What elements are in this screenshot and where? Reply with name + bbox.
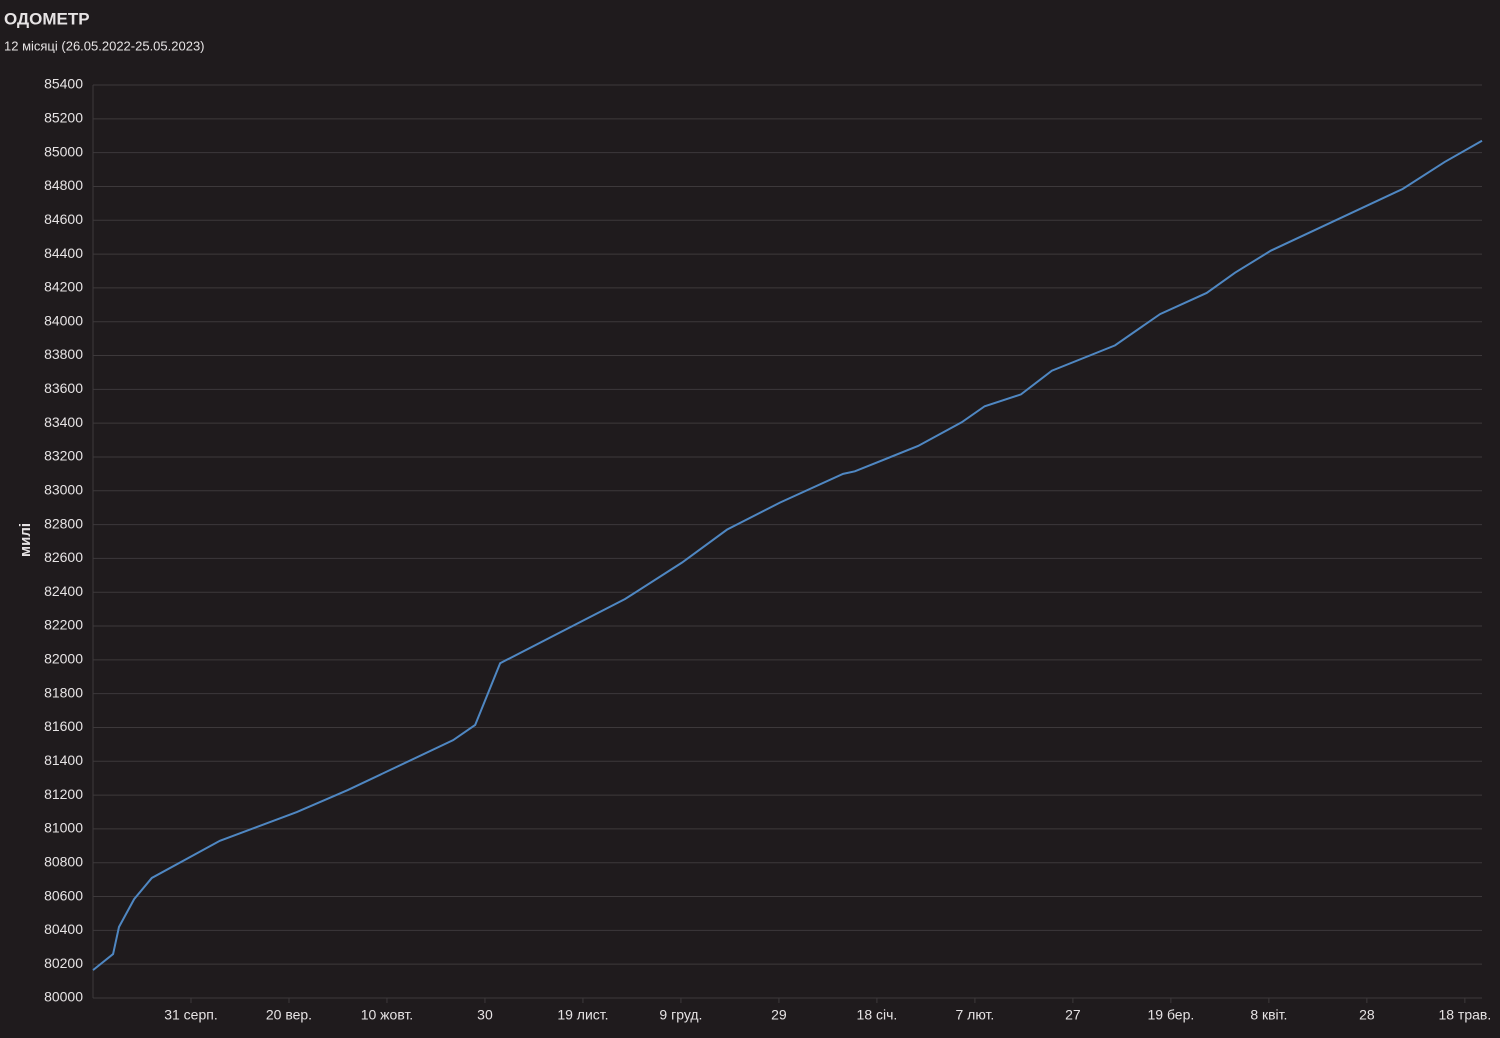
x-tick-label: 9 груд. <box>659 1007 702 1023</box>
y-tick-label: 83400 <box>44 414 83 430</box>
y-tick-label: 80200 <box>44 955 83 971</box>
x-tick-label: 29 <box>771 1007 787 1023</box>
y-tick-label: 81600 <box>44 718 83 734</box>
y-tick-label: 82800 <box>44 515 83 531</box>
x-tick-label: 10 жовт. <box>361 1007 414 1023</box>
y-tick-label: 84000 <box>44 312 83 328</box>
y-tick-label: 85400 <box>44 76 83 92</box>
y-tick-label: 80800 <box>44 853 83 869</box>
x-tick-label: 30 <box>477 1007 493 1023</box>
x-tick-label: 18 січ. <box>857 1007 898 1023</box>
chart-title: ОДОМЕТР <box>4 9 90 28</box>
y-tick-label: 80600 <box>44 887 83 903</box>
y-tick-label: 82000 <box>44 651 83 667</box>
y-tick-label: 85000 <box>44 143 83 159</box>
x-tick-label: 20 вер. <box>266 1007 312 1023</box>
x-tick-label: 8 квіт. <box>1250 1007 1287 1023</box>
y-tick-label: 85200 <box>44 110 83 126</box>
x-tick-label: 19 лист. <box>557 1007 608 1023</box>
y-tick-label: 84800 <box>44 177 83 193</box>
y-tick-label: 81800 <box>44 684 83 700</box>
chart-subtitle: 12 місяці (26.05.2022-25.05.2023) <box>4 38 205 53</box>
y-tick-label: 82600 <box>44 549 83 565</box>
data-line <box>92 139 1483 971</box>
y-tick-label: 83600 <box>44 380 83 396</box>
y-tick-label: 83200 <box>44 448 83 464</box>
y-tick-label: 81400 <box>44 752 83 768</box>
x-tick-label: 28 <box>1359 1007 1375 1023</box>
x-tick-label: 31 серп. <box>164 1007 218 1023</box>
y-tick-label: 84400 <box>44 245 83 261</box>
y-tick-label: 83800 <box>44 346 83 362</box>
y-tick-label: 82200 <box>44 617 83 633</box>
x-tick-label: 7 лют. <box>956 1007 995 1023</box>
y-tick-label: 84600 <box>44 211 83 227</box>
y-axis-label: милі <box>17 523 34 557</box>
y-tick-label: 80000 <box>44 989 83 1005</box>
y-tick-label: 81000 <box>44 820 83 836</box>
y-tick-label: 82400 <box>44 583 83 599</box>
y-tick-label: 84200 <box>44 279 83 295</box>
y-tick-label: 83000 <box>44 481 83 497</box>
x-tick-label: 18 трав. <box>1438 1007 1491 1023</box>
x-tick-label: 19 бер. <box>1147 1007 1194 1023</box>
x-tick-label: 27 <box>1065 1007 1081 1023</box>
y-tick-label: 81200 <box>44 786 83 802</box>
y-tick-label: 80400 <box>44 921 83 937</box>
